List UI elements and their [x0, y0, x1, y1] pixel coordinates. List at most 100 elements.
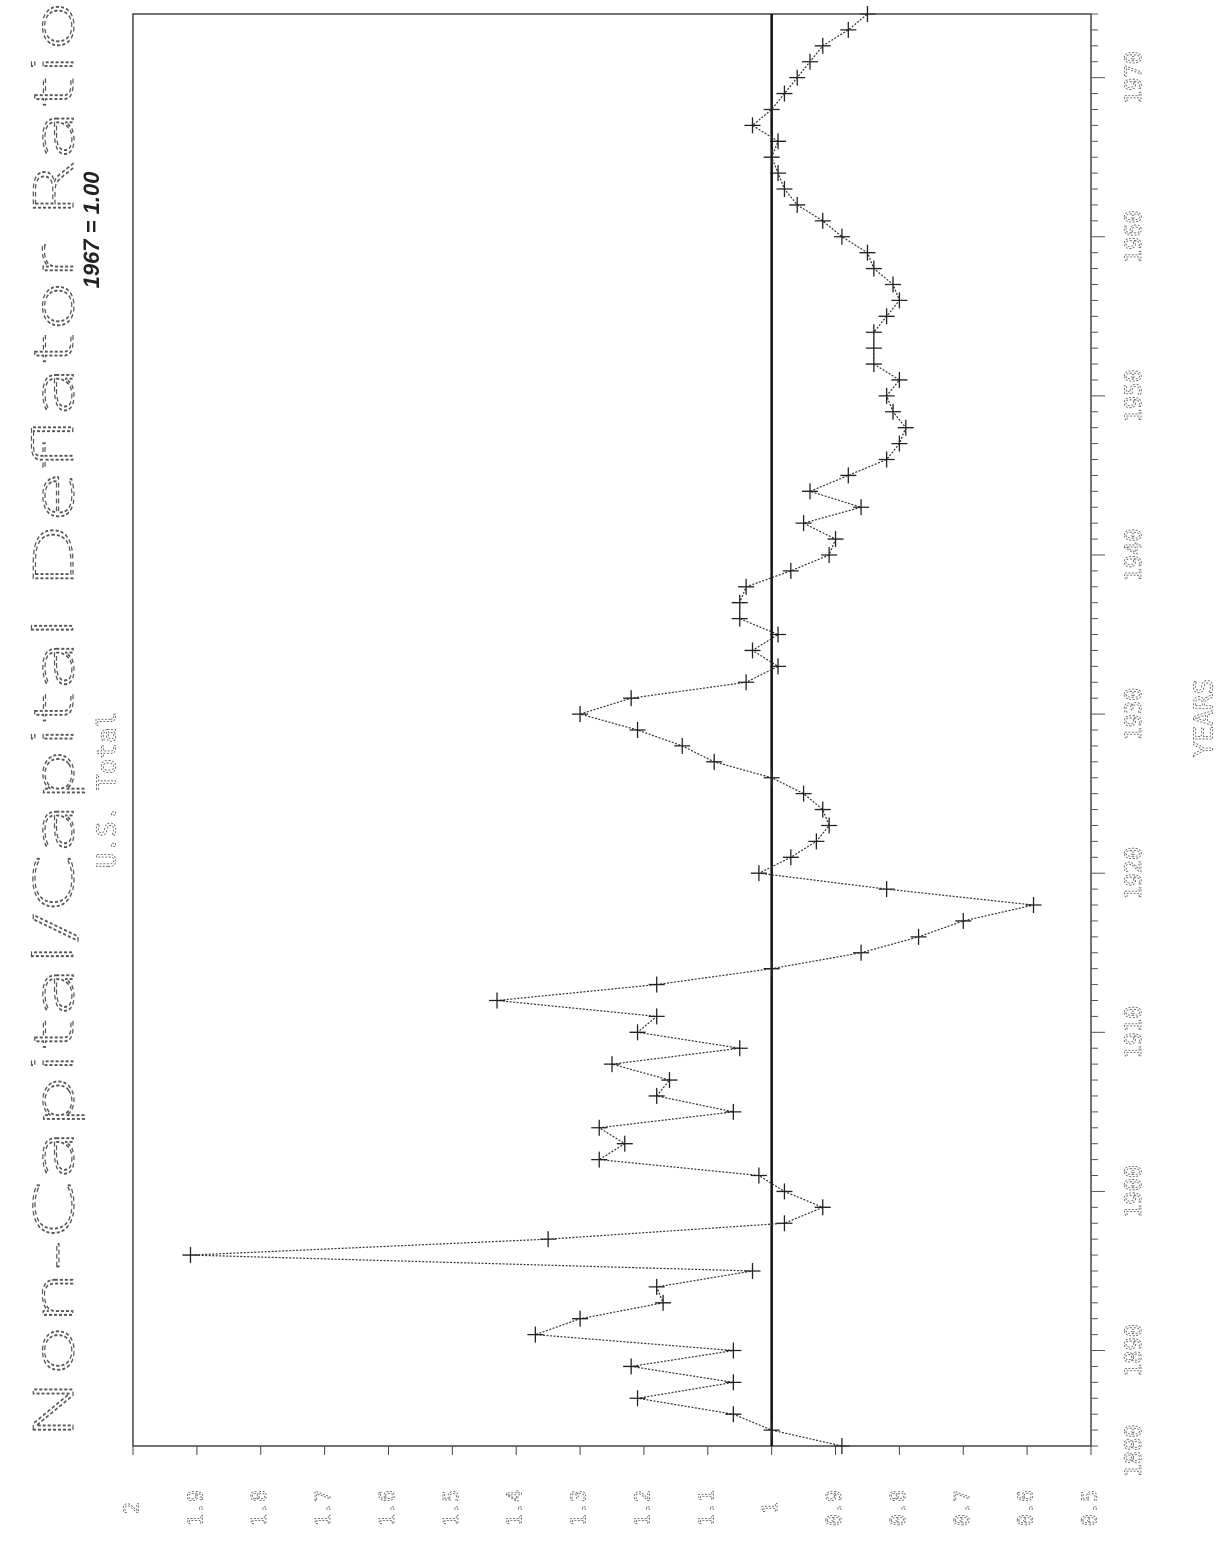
- series-group: [182, 6, 1042, 1454]
- data-point: [604, 1056, 620, 1073]
- data-point: [738, 674, 755, 691]
- plot-frame: [132, 13, 1092, 1447]
- data-point: [648, 1008, 665, 1025]
- data-point: [648, 1087, 665, 1104]
- y-tick-label: 0.9: [822, 1490, 846, 1526]
- data-point: [885, 276, 902, 293]
- data-point: [623, 1358, 640, 1375]
- data-point: [801, 483, 818, 500]
- y-tick-label: 1.8: [247, 1490, 271, 1526]
- data-point: [763, 769, 780, 786]
- data-point: [795, 515, 812, 532]
- data-point: [744, 642, 761, 659]
- data-point: [891, 292, 908, 309]
- data-point: [789, 69, 806, 86]
- data-point: [814, 212, 831, 229]
- data-point: [814, 801, 831, 818]
- data-point: [833, 1438, 850, 1454]
- data-point: [763, 149, 780, 166]
- data-point: [725, 1103, 742, 1120]
- data-point: [853, 499, 870, 516]
- data-point: [629, 722, 646, 738]
- y-tick-label: 0.8: [886, 1490, 910, 1526]
- data-point: [776, 1215, 793, 1232]
- data-point: [591, 1119, 608, 1136]
- data-point: [572, 706, 589, 723]
- data-point: [648, 1278, 665, 1295]
- data-point: [840, 467, 857, 484]
- x-tick-label: 1950: [1122, 369, 1147, 422]
- data-point: [865, 324, 882, 341]
- data-point: [814, 37, 831, 54]
- data-point: [648, 976, 665, 993]
- y-tick-label: 1.1: [694, 1490, 718, 1526]
- x-axis-label: YEARS: [1190, 679, 1220, 757]
- x-tick-label: 1880: [1122, 1425, 1147, 1478]
- data-point: [744, 117, 761, 134]
- data-point: [770, 626, 787, 643]
- data-point: [827, 531, 844, 548]
- y-tick-label: 0.6: [1014, 1490, 1038, 1526]
- data-point: [750, 865, 767, 882]
- data-point: [789, 196, 806, 213]
- data-point: [776, 181, 793, 198]
- data-point: [738, 578, 755, 595]
- data-point: [910, 928, 927, 945]
- data-point: [655, 1294, 672, 1311]
- data-point: [865, 260, 882, 277]
- data-point: [885, 403, 902, 420]
- chart-title: Non-Capital/Capital Deflator Ratio: [23, 0, 86, 1440]
- data-point: [744, 1262, 761, 1279]
- y-tick-label: 1.6: [375, 1490, 399, 1526]
- data-point: [782, 562, 799, 579]
- data-point: [955, 912, 972, 929]
- y-tick-label: 1.5: [439, 1490, 463, 1526]
- data-point: [731, 610, 748, 627]
- data-point: [527, 1326, 544, 1343]
- x-tick-label: 1960: [1122, 210, 1147, 263]
- data-point: [840, 21, 857, 38]
- data-point: [859, 244, 876, 261]
- data-point: [782, 849, 799, 866]
- data-point: [629, 1390, 646, 1407]
- y-tick-label: 1.7: [311, 1490, 335, 1526]
- y-tick-label: 1.3: [567, 1490, 591, 1526]
- data-point: [763, 960, 780, 977]
- x-tick-label: 1940: [1122, 528, 1147, 581]
- x-tick-label: 1890: [1122, 1324, 1147, 1377]
- data-point: [865, 356, 882, 373]
- x-tick-label: 1920: [1122, 847, 1147, 900]
- data-point: [731, 1040, 748, 1057]
- data-point: [489, 992, 506, 1009]
- data-point: [725, 1342, 742, 1359]
- data-point: [1025, 897, 1042, 914]
- data-point: [661, 1072, 678, 1089]
- y-tick-label: 1.9: [183, 1490, 207, 1526]
- data-point: [750, 1167, 767, 1184]
- data-point: [725, 1406, 742, 1423]
- data-point: [540, 1231, 557, 1248]
- data-point: [821, 546, 838, 563]
- axis-tick-labels: 2 1.9 1.8 1.7 1.6 1.5 1.4 1.3 1.2 1.1 1 0.9 0.8 0.7 0.…: [119, 51, 1147, 1527]
- data-point: [616, 1135, 633, 1152]
- y-tick-label: 1.2: [630, 1490, 654, 1526]
- data-point: [808, 833, 825, 850]
- x-tick-label: 1930: [1122, 688, 1147, 741]
- data-point: [776, 85, 793, 102]
- y-tick-label: 0.7: [950, 1490, 974, 1526]
- data-point: [878, 387, 895, 404]
- y-tick-label: 1.4: [503, 1490, 527, 1526]
- data-point: [770, 133, 787, 150]
- data-point: [859, 6, 876, 22]
- data-point: [725, 1374, 742, 1391]
- y-tick-label: 0.5: [1078, 1490, 1102, 1526]
- x-tick-label: 1970: [1122, 51, 1147, 104]
- data-point: [891, 371, 908, 388]
- data-point: [623, 690, 640, 707]
- y-tick-label: 1: [758, 1502, 782, 1514]
- data-point: [770, 658, 787, 675]
- data-point: [853, 944, 870, 961]
- data-point: [865, 340, 882, 357]
- data-point: [763, 1422, 780, 1439]
- base-year-note: 1967 = 1.00: [79, 171, 104, 289]
